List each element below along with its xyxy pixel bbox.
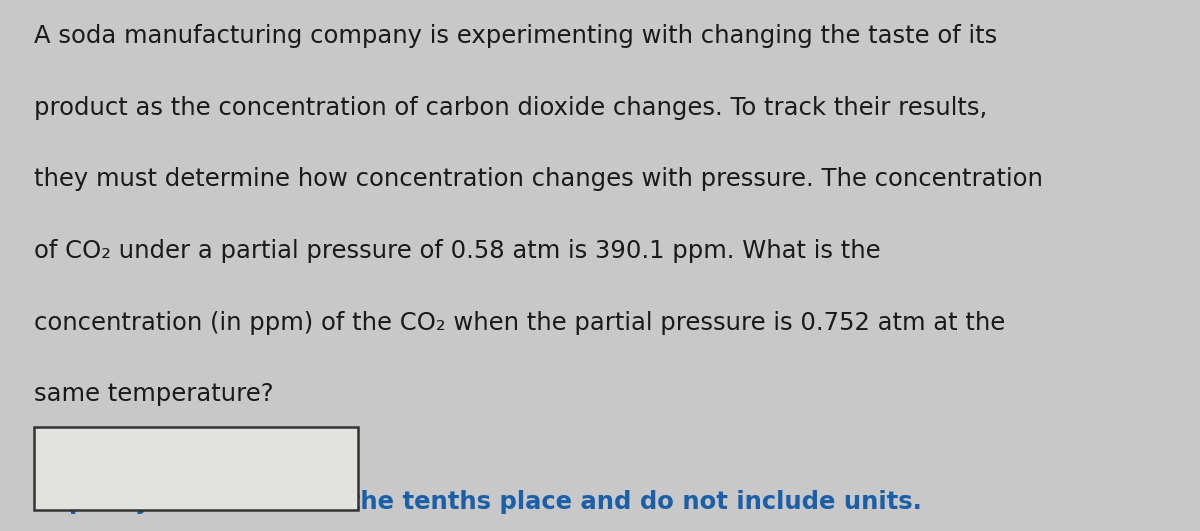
Text: same temperature?: same temperature? xyxy=(34,382,274,406)
Text: Report your answer to the tenths place and do not include units.: Report your answer to the tenths place a… xyxy=(34,490,922,514)
FancyBboxPatch shape xyxy=(34,427,358,510)
Text: concentration (in ppm) of the CO₂ when the partial pressure is 0.752 atm at the: concentration (in ppm) of the CO₂ when t… xyxy=(34,311,1004,335)
Text: product as the concentration of carbon dioxide changes. To track their results,: product as the concentration of carbon d… xyxy=(34,96,986,119)
Text: A soda manufacturing company is experimenting with changing the taste of its: A soda manufacturing company is experime… xyxy=(34,24,997,48)
Text: they must determine how concentration changes with pressure. The concentration: they must determine how concentration ch… xyxy=(34,167,1043,191)
Text: of CO₂ under a partial pressure of 0.58 atm is 390.1 ppm. What is the: of CO₂ under a partial pressure of 0.58 … xyxy=(34,239,881,263)
